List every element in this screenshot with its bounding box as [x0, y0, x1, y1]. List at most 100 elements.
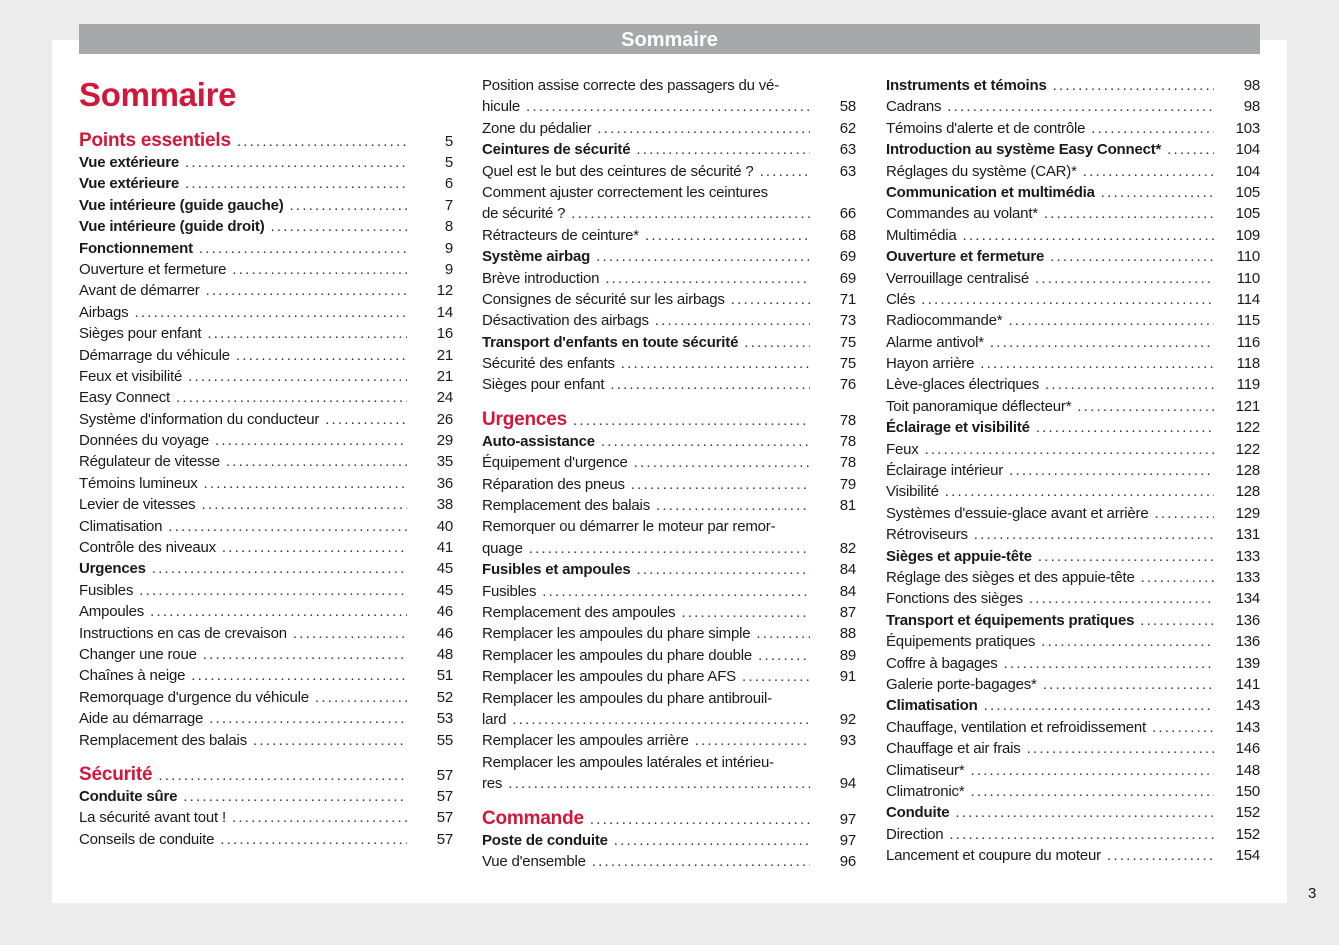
toc-entry[interactable]: Chauffage, ventilation et refroidissemen…: [886, 719, 1260, 740]
toc-entry[interactable]: Visibilité 128: [886, 483, 1260, 504]
toc-entry[interactable]: Coffre à bagages 139: [886, 655, 1260, 676]
toc-section[interactable]: Commande 97: [482, 808, 856, 832]
toc-entry[interactable]: Système airbag 69: [482, 248, 856, 269]
toc-entry[interactable]: Fusibles et ampoules 84: [482, 561, 856, 582]
toc-entry[interactable]: Remplacement des ampoules 87: [482, 604, 856, 625]
toc-entry[interactable]: Zone du pédalier 62: [482, 120, 856, 141]
toc-entry[interactable]: Cadrans 98: [886, 98, 1260, 119]
toc-entry[interactable]: Direction 152: [886, 826, 1260, 847]
toc-entry[interactable]: Avant de démarrer 12: [79, 282, 453, 303]
toc-entry[interactable]: Équipement d'urgence 78: [482, 454, 856, 475]
toc-entry[interactable]: Contrôle des niveaux 41: [79, 539, 453, 560]
toc-entry[interactable]: lard 92: [482, 711, 856, 732]
toc-entry[interactable]: Ouverture et fermeture 110: [886, 248, 1260, 269]
toc-entry[interactable]: Fonctions des sièges 134: [886, 590, 1260, 611]
toc-entry[interactable]: Témoins lumineux 36: [79, 475, 453, 496]
toc-entry[interactable]: Remplacer les ampoules du phare AFS 91: [482, 668, 856, 689]
toc-entry[interactable]: Données du voyage 29: [79, 432, 453, 453]
toc-entry[interactable]: Rétroviseurs 131: [886, 526, 1260, 547]
toc-entry[interactable]: Éclairage intérieur 128: [886, 462, 1260, 483]
toc-entry[interactable]: Vue extérieure 6: [79, 175, 453, 196]
toc-entry[interactable]: Ouverture et fermeture 9: [79, 261, 453, 282]
toc-entry[interactable]: Radiocommande* 115: [886, 312, 1260, 333]
toc-section[interactable]: Urgences 78: [482, 409, 856, 433]
toc-entry[interactable]: Brève introduction 69: [482, 270, 856, 291]
toc-entry[interactable]: Démarrage du véhicule 21: [79, 347, 453, 368]
toc-entry[interactable]: Système d'information du conducteur 26: [79, 411, 453, 432]
toc-entry[interactable]: Quel est le but des ceintures de sécurit…: [482, 163, 856, 184]
toc-entry[interactable]: Sièges pour enfant 16: [79, 325, 453, 346]
toc-entry[interactable]: Remplacement des balais 81: [482, 497, 856, 518]
toc-entry[interactable]: Auto-assistance 78: [482, 433, 856, 454]
toc-entry[interactable]: Ampoules 46: [79, 603, 453, 624]
toc-entry[interactable]: Conduite 152: [886, 804, 1260, 825]
toc-entry[interactable]: Commandes au volant* 105: [886, 205, 1260, 226]
toc-entry[interactable]: Airbags 14: [79, 304, 453, 325]
toc-entry[interactable]: Easy Connect 24: [79, 389, 453, 410]
toc-entry[interactable]: Sécurité des enfants 75: [482, 355, 856, 376]
toc-entry[interactable]: Climatronic* 150: [886, 783, 1260, 804]
toc-entry[interactable]: Vue extérieure 5: [79, 154, 453, 175]
toc-entry[interactable]: Remplacer les ampoules arrière 93: [482, 732, 856, 753]
toc-entry[interactable]: Climatisation 143: [886, 697, 1260, 718]
toc-entry[interactable]: Fusibles 45: [79, 582, 453, 603]
toc-entry[interactable]: Désactivation des airbags 73: [482, 312, 856, 333]
toc-entry[interactable]: Consignes de sécurité sur les airbags 71: [482, 291, 856, 312]
toc-entry[interactable]: Équipements pratiques 136: [886, 633, 1260, 654]
toc-entry[interactable]: Remplacer les ampoules du phare double 89: [482, 647, 856, 668]
toc-entry[interactable]: Vue d'ensemble 96: [482, 853, 856, 874]
toc-entry[interactable]: quage 82: [482, 540, 856, 561]
toc-entry[interactable]: Lancement et coupure du moteur 154: [886, 847, 1260, 868]
toc-entry[interactable]: Ceintures de sécurité 63: [482, 141, 856, 162]
toc-entry[interactable]: Clés 114: [886, 291, 1260, 312]
toc-entry[interactable]: hicule 58: [482, 98, 856, 119]
toc-entry[interactable]: La sécurité avant tout ! 57: [79, 809, 453, 830]
toc-entry[interactable]: Transport d'enfants en toute sécurité 75: [482, 334, 856, 355]
toc-entry[interactable]: Chaînes à neige 51: [79, 667, 453, 688]
toc-entry[interactable]: Remplacer les ampoules du phare simple 88: [482, 625, 856, 646]
toc-entry[interactable]: Levier de vitesses 38: [79, 496, 453, 517]
toc-entry[interactable]: Remplacement des balais 55: [79, 732, 453, 753]
toc-entry[interactable]: Fonctionnement 9: [79, 240, 453, 261]
toc-entry[interactable]: Rétracteurs de ceinture* 68: [482, 227, 856, 248]
toc-entry[interactable]: Sièges et appuie-tête 133: [886, 548, 1260, 569]
toc-entry[interactable]: Climatiseur* 148: [886, 762, 1260, 783]
toc-entry[interactable]: Changer une roue 48: [79, 646, 453, 667]
toc-entry[interactable]: Éclairage et visibilité 122: [886, 419, 1260, 440]
toc-entry[interactable]: Lève-glaces électriques 119: [886, 376, 1260, 397]
toc-section[interactable]: Sécurité 57: [79, 764, 453, 788]
toc-entry[interactable]: Fusibles 84: [482, 583, 856, 604]
toc-entry[interactable]: Toit panoramique déflecteur* 121: [886, 398, 1260, 419]
toc-entry[interactable]: Feux 122: [886, 441, 1260, 462]
toc-section[interactable]: Points essentiels 5: [79, 130, 453, 154]
toc-entry[interactable]: Aide au démarrage 53: [79, 710, 453, 731]
toc-entry[interactable]: Alarme antivol* 116: [886, 334, 1260, 355]
toc-entry[interactable]: Vue intérieure (guide droit) 8: [79, 218, 453, 239]
toc-entry[interactable]: Verrouillage centralisé 110: [886, 270, 1260, 291]
toc-entry[interactable]: Transport et équipements pratiques 136: [886, 612, 1260, 633]
toc-entry[interactable]: Urgences 45: [79, 560, 453, 581]
toc-entry[interactable]: Remorquage d'urgence du véhicule 52: [79, 689, 453, 710]
toc-entry[interactable]: Témoins d'alerte et de contrôle 103: [886, 120, 1260, 141]
toc-entry[interactable]: Sièges pour enfant 76: [482, 376, 856, 397]
toc-entry[interactable]: Chauffage et air frais 146: [886, 740, 1260, 761]
toc-entry[interactable]: Feux et visibilité 21: [79, 368, 453, 389]
toc-entry[interactable]: Poste de conduite 97: [482, 832, 856, 853]
toc-entry[interactable]: Réglage des sièges et des appuie-tête 133: [886, 569, 1260, 590]
toc-entry[interactable]: Introduction au système Easy Connect* 104: [886, 141, 1260, 162]
toc-entry[interactable]: Réparation des pneus 79: [482, 476, 856, 497]
toc-entry[interactable]: res 94: [482, 775, 856, 796]
toc-entry[interactable]: Réglages du système (CAR)* 104: [886, 163, 1260, 184]
toc-entry[interactable]: Régulateur de vitesse 35: [79, 453, 453, 474]
toc-entry[interactable]: Systèmes d'essuie-glace avant et arrière…: [886, 505, 1260, 526]
toc-entry[interactable]: Conduite sûre 57: [79, 788, 453, 809]
toc-entry[interactable]: Hayon arrière 118: [886, 355, 1260, 376]
toc-entry[interactable]: Vue intérieure (guide gauche) 7: [79, 197, 453, 218]
toc-entry[interactable]: Instructions en cas de crevaison 46: [79, 625, 453, 646]
toc-entry[interactable]: Instruments et témoins 98: [886, 77, 1260, 98]
toc-entry[interactable]: de sécurité ? 66: [482, 205, 856, 226]
toc-entry[interactable]: Climatisation 40: [79, 518, 453, 539]
toc-entry[interactable]: Conseils de conduite 57: [79, 831, 453, 852]
toc-entry[interactable]: Multimédia 109: [886, 227, 1260, 248]
toc-entry[interactable]: Galerie porte-bagages* 141: [886, 676, 1260, 697]
